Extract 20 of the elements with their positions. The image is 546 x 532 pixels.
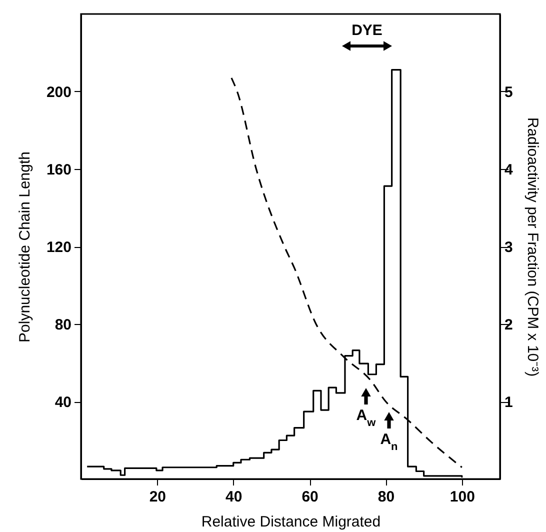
y-tick-label: 40 <box>54 394 72 411</box>
y-tick-label: 160 <box>46 162 72 178</box>
y-tick-label: 200 <box>46 84 72 101</box>
y-axis-title: Polynucleotide Chain Length <box>16 152 34 342</box>
y2-tick-label: 4 <box>504 162 514 178</box>
x-tick-label: 20 <box>149 488 166 506</box>
y-tick-label: 80 <box>54 316 72 334</box>
y2-tick-label: 3 <box>504 239 513 256</box>
annotation: A$_{n}$ <box>380 431 398 453</box>
y-tick-label: 120 <box>46 239 72 256</box>
y2-tick-label: 2 <box>504 316 513 334</box>
x-axis-title: Relative Distance Migrated <box>201 514 381 530</box>
y2-tick-label: 1 <box>504 394 513 411</box>
x-tick-label: 100 <box>450 488 475 506</box>
x-tick-label: 40 <box>226 488 242 506</box>
annotation: A$_{w}$ <box>356 407 376 429</box>
x-tick-label: 60 <box>302 488 318 506</box>
x-tick-label: 80 <box>378 488 395 506</box>
annotation: DYE <box>352 22 382 39</box>
y2-axis-title: Radioactivity per Fraction (CPM x 10⁻³) <box>524 117 541 377</box>
